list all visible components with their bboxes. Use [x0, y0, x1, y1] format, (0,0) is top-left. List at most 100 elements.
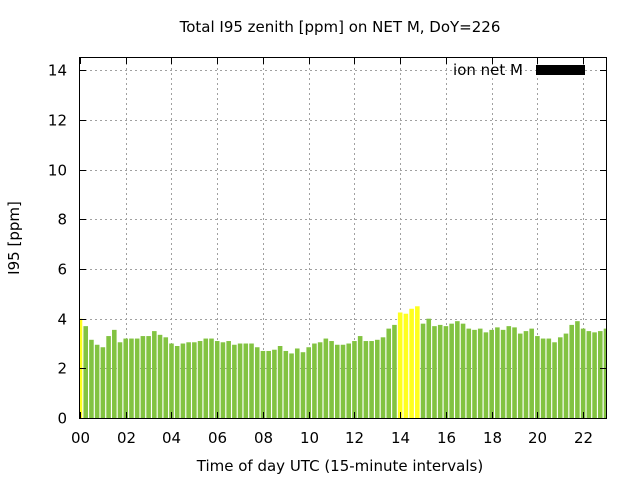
bar: [426, 318, 432, 418]
bar: [535, 336, 540, 418]
bar: [483, 332, 489, 418]
bar: [529, 328, 534, 418]
x-axis-label: Time of day UTC (15-minute intervals): [196, 457, 483, 475]
legend-label: ion net M: [453, 61, 523, 79]
bar: [386, 328, 392, 418]
bar: [489, 329, 494, 418]
bar: [472, 329, 477, 418]
chart-title: Total I95 zenith [ppm] on NET M, DoY=226: [179, 18, 501, 36]
bar: [214, 341, 220, 418]
bar: [449, 323, 454, 418]
x-tick-label: 18: [483, 429, 502, 447]
bar: [232, 344, 237, 418]
legend: ion net M: [453, 61, 585, 79]
y-tick-label: 10: [48, 162, 67, 180]
x-tick-label: 12: [345, 429, 364, 447]
bar: [94, 344, 100, 418]
bar: [152, 331, 157, 418]
bar: [329, 341, 334, 418]
x-tick-label: 00: [71, 429, 90, 447]
x-tick-label: 20: [528, 429, 547, 447]
bar: [460, 323, 466, 418]
bar: [375, 339, 380, 418]
bar: [83, 326, 89, 418]
x-tick-label: 02: [117, 429, 136, 447]
bar: [334, 344, 340, 418]
bar: [569, 324, 574, 418]
bar: [300, 352, 306, 418]
bar: [323, 338, 329, 418]
legend-swatch: [536, 65, 585, 75]
x-tick-label: 16: [437, 429, 456, 447]
y-tick-label: 8: [57, 211, 67, 229]
bars: [80, 306, 606, 418]
bar: [146, 336, 151, 418]
bar: [380, 337, 386, 418]
axis-ticks: [80, 58, 606, 419]
bar: [443, 326, 449, 418]
bar: [272, 349, 277, 418]
x-tick-label: 22: [574, 429, 593, 447]
bar: [586, 331, 592, 418]
bar: [254, 347, 260, 418]
bar: [140, 336, 146, 418]
bar: [523, 331, 529, 418]
bar: [352, 341, 357, 418]
plot-frame: [79, 57, 607, 419]
bar: [392, 324, 397, 418]
bar: [157, 334, 163, 418]
x-tick-label: 04: [162, 429, 181, 447]
bar: [306, 347, 311, 418]
bar: [369, 341, 374, 418]
bar: [512, 327, 517, 418]
bar: [186, 342, 191, 418]
y-tick-label: 12: [48, 112, 67, 130]
bar: [546, 338, 552, 418]
bar: [117, 342, 123, 418]
bar: [283, 350, 289, 418]
bar: [403, 313, 409, 418]
bar: [112, 329, 117, 418]
x-tick-label: 14: [391, 429, 410, 447]
bar: [237, 343, 243, 418]
bar: [100, 347, 106, 418]
x-tick-label: 10: [300, 429, 319, 447]
bar: [134, 338, 140, 418]
bar: [169, 343, 174, 418]
x-tick-label: 08: [254, 429, 273, 447]
bar: [260, 350, 266, 418]
bar: [477, 328, 483, 418]
bar: [294, 348, 300, 418]
bar: [580, 328, 586, 418]
bar: [540, 338, 546, 418]
bar: [357, 336, 363, 418]
bar: [563, 333, 569, 418]
bar: [89, 339, 94, 418]
bar: [249, 343, 254, 418]
y-axis-label: I95 [ppm]: [5, 201, 23, 275]
bar: [466, 328, 472, 418]
bar: [500, 329, 506, 418]
bar: [266, 350, 271, 418]
bar: [346, 343, 352, 418]
bar: [597, 331, 603, 418]
bar: [174, 346, 180, 418]
bar: [289, 353, 294, 418]
bar: [163, 337, 169, 418]
y-tick-label: 6: [57, 261, 67, 279]
y-tick-label: 14: [48, 62, 67, 80]
bar: [495, 327, 500, 418]
y-tick-label: 0: [57, 410, 67, 428]
bar: [106, 336, 111, 418]
bar: [192, 342, 197, 418]
bar: [317, 342, 323, 418]
bar: [203, 338, 209, 418]
bar: [312, 343, 317, 418]
bar: [415, 306, 420, 418]
y-tick-label: 2: [57, 360, 67, 378]
bar: [397, 312, 403, 418]
bar: [363, 341, 369, 418]
bar: [603, 328, 606, 418]
